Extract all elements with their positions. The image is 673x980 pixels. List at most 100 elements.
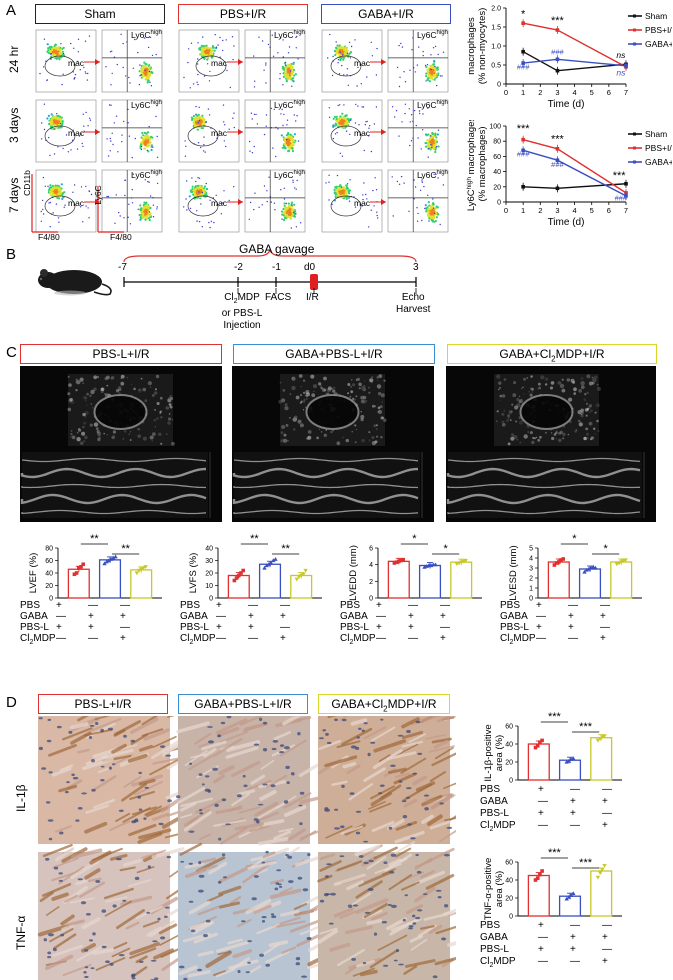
flow-bg-dot — [346, 74, 348, 76]
flow-event-dot — [145, 210, 148, 213]
flow-event-dot — [59, 193, 62, 196]
flow-event-dot — [197, 117, 200, 121]
histo-fiber — [230, 760, 261, 778]
flow-bg-dot — [110, 140, 112, 142]
histo-fiber — [443, 782, 456, 790]
histo-nucleus — [297, 876, 303, 880]
flow-bg-dot — [52, 212, 54, 214]
y-axis-label: Ly6Chigh macrophages(% macrophages) — [466, 120, 488, 211]
flow-bg-dot — [394, 116, 396, 118]
flow-bg-dot — [203, 136, 205, 138]
bar-point — [77, 566, 81, 570]
echo-speckle — [93, 375, 98, 380]
histo-fiber — [89, 850, 112, 865]
echo-speckle — [154, 409, 157, 411]
flow-event-dot — [338, 44, 341, 47]
flow-bg-dot — [189, 87, 191, 89]
echo-speckle — [168, 396, 172, 400]
flow-event-dot — [436, 68, 439, 71]
bar-point — [139, 567, 144, 572]
flow-bg-dot — [191, 177, 193, 179]
flow-event-dot — [285, 139, 288, 142]
histo-fiber — [434, 746, 454, 760]
histo-nucleus — [80, 901, 87, 905]
flow-event-dot — [436, 133, 439, 136]
x-tick-label: 5 — [590, 88, 594, 97]
histo-nucleus — [48, 933, 54, 937]
flow-bg-dot — [62, 73, 64, 75]
echo-speckle — [551, 436, 555, 441]
sig-label: * — [412, 533, 417, 545]
echo-mmode-trace — [232, 493, 419, 505]
flow-event-dot — [292, 80, 295, 83]
flow-event-dot — [342, 190, 345, 193]
flow-bg-dot — [400, 175, 403, 178]
histo-nucleus — [91, 788, 96, 792]
flow-plot-2-1 — [101, 169, 163, 233]
flow-event-dot — [149, 212, 152, 215]
flow-bg-dot — [138, 214, 140, 216]
echo-speckle — [508, 410, 513, 414]
bar-y-tick-label: 40 — [505, 742, 513, 749]
flow-bg-dot — [370, 41, 372, 43]
flow-bg-dot — [217, 44, 219, 46]
flow-bg-dot — [81, 142, 83, 145]
flow-bg-dot — [282, 124, 284, 127]
histo-fiber — [256, 923, 280, 935]
echo-mmode-trace — [21, 457, 207, 463]
flow-bg-dot — [215, 194, 217, 196]
histo-nucleus — [84, 975, 89, 979]
gate-mac-4: mac — [211, 58, 228, 68]
bar-y-tick-label: 0 — [529, 596, 533, 603]
histo-fiber — [44, 954, 74, 971]
flow-bg-dot — [430, 144, 432, 146]
echo-speckle — [97, 437, 101, 442]
legend-marker-0 — [633, 14, 636, 18]
histo-nucleus — [378, 792, 383, 795]
bar-point — [571, 756, 576, 760]
echo-speckle — [595, 403, 600, 408]
flow-event-dot — [280, 210, 284, 213]
flow-bg-dot — [233, 45, 235, 47]
histo-fiber — [404, 959, 436, 968]
echo-speckle — [368, 431, 371, 434]
histo-fiber — [208, 861, 228, 875]
flow-event-dot — [287, 145, 290, 148]
flow-event-dot — [434, 75, 437, 78]
flow-bg-dot — [202, 36, 204, 38]
flow-bg-dot — [198, 120, 201, 122]
histo-fiber — [377, 934, 408, 952]
flow-event-dot — [287, 134, 290, 138]
treatment-row-label: GABA — [480, 796, 508, 807]
histo-fiber — [135, 955, 148, 964]
echo-speckle — [583, 436, 587, 441]
histo-nucleus — [217, 880, 222, 884]
echo-speckle — [544, 377, 549, 381]
bar-y-tick-label: 60 — [505, 724, 513, 731]
flow-bg-dot — [200, 203, 202, 205]
histo-nucleus — [197, 968, 203, 972]
histo-fiber — [203, 747, 217, 758]
echo-speckle — [292, 428, 296, 431]
flow-bg-dot — [129, 223, 132, 225]
histo-nucleus — [285, 765, 290, 769]
flow-bg-dot — [275, 155, 277, 158]
echo-speckle — [528, 390, 531, 393]
legend-label-1: PBS+I/R — [645, 25, 672, 35]
flow-bg-dot — [205, 182, 207, 185]
mouse-icon — [38, 269, 112, 296]
histo-nucleus — [118, 954, 125, 957]
flow-gate-arrowhead — [95, 59, 100, 65]
flow-event-dot — [282, 75, 285, 78]
flow-bg-dot — [77, 60, 79, 63]
flow-bg-dot — [156, 206, 158, 208]
histo-fiber — [60, 914, 75, 926]
flow-event-dot — [339, 120, 342, 123]
flow-event-dot — [191, 187, 194, 191]
histo-fiber — [212, 737, 243, 758]
flow-bg-dot — [149, 195, 152, 197]
flow-bg-dot — [261, 204, 263, 206]
bar-point — [294, 577, 299, 582]
histo-nucleus — [390, 853, 397, 857]
treatment-mark: — — [570, 956, 580, 967]
